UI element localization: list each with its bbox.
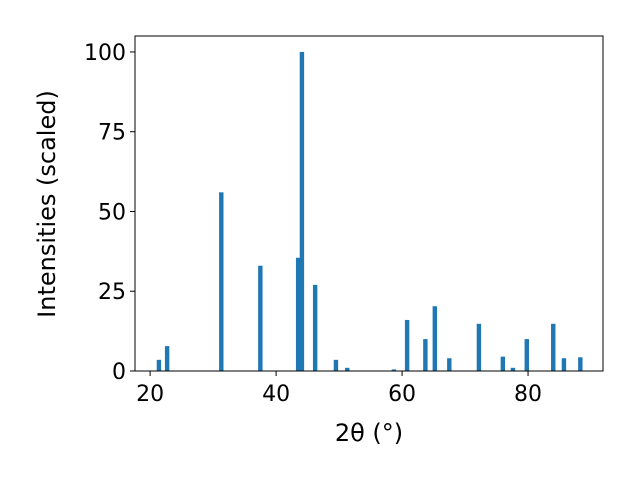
bar: [551, 323, 556, 371]
y-axis-label: Intensities (scaled): [33, 90, 61, 318]
plot-frame: [134, 35, 604, 372]
x-tick-label: 60: [388, 382, 416, 407]
x-tick-label: 20: [136, 382, 164, 407]
bar: [432, 306, 438, 371]
bar: [299, 51, 305, 371]
bar: [510, 367, 516, 371]
bar: [561, 358, 567, 371]
bar: [404, 319, 410, 371]
bar: [295, 257, 301, 371]
x-axis-label: 2θ (°): [335, 419, 403, 447]
bar: [219, 192, 224, 371]
bar: [524, 339, 529, 371]
bar: [312, 284, 318, 371]
bar: [164, 346, 170, 371]
y-tick-label: 100: [84, 41, 126, 66]
x-tick-label: 40: [262, 382, 290, 407]
bar: [333, 359, 339, 371]
x-tick-label: 80: [514, 382, 542, 407]
y-tick-label: 75: [98, 121, 126, 146]
bar: [156, 359, 162, 371]
bar: [391, 369, 397, 371]
bar: [500, 356, 506, 371]
bar: [578, 357, 583, 371]
bar: [476, 323, 482, 371]
bar: [258, 265, 263, 371]
bar: [345, 367, 350, 371]
y-tick-label: 0: [112, 360, 126, 385]
bar: [447, 358, 452, 371]
y-tick-label: 50: [98, 200, 126, 225]
bar: [423, 339, 428, 371]
y-tick-label: 25: [98, 280, 126, 305]
